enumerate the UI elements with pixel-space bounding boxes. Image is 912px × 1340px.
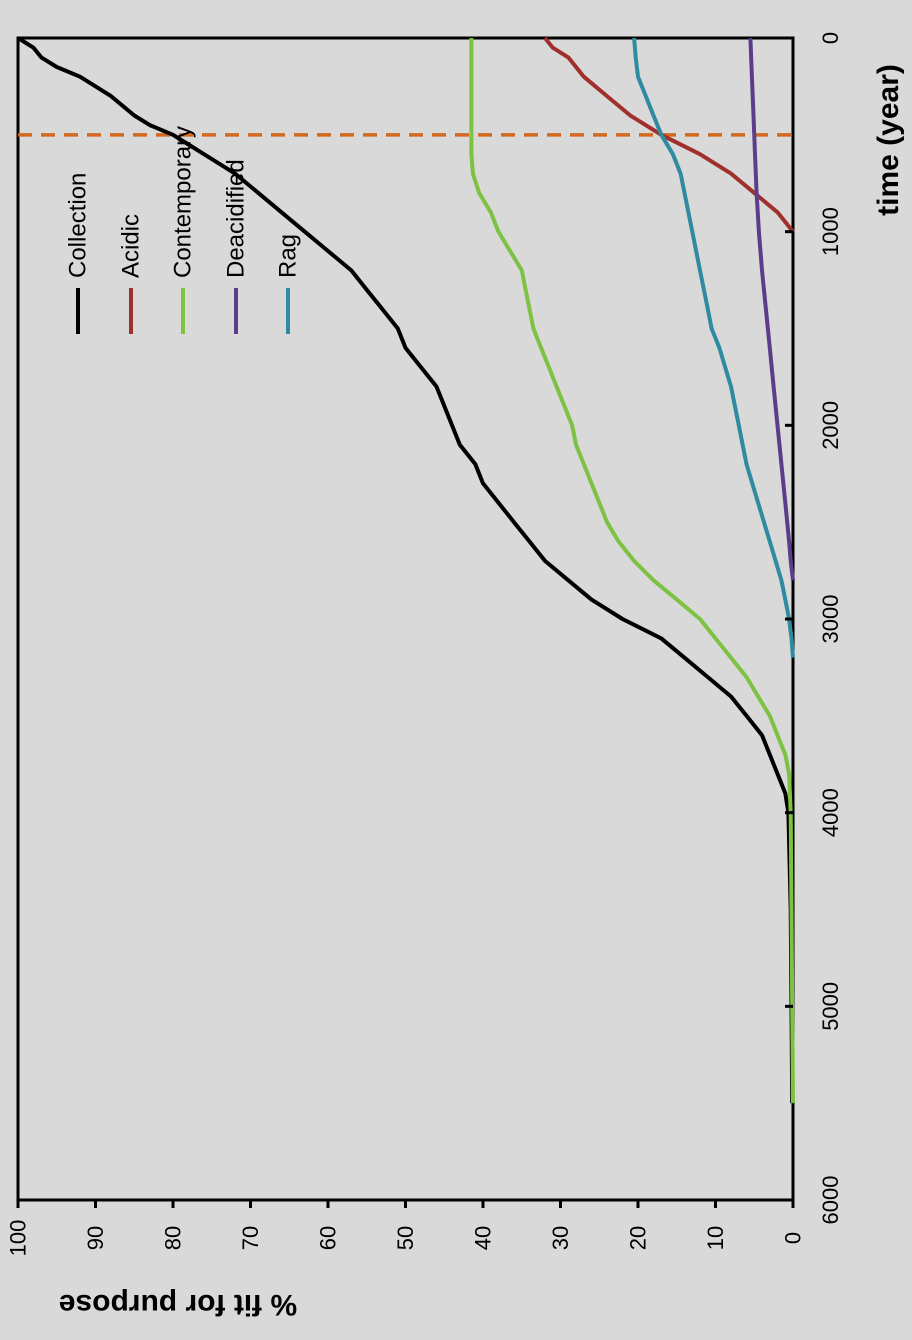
x-tick-label: 0 [818,32,843,44]
legend-label: Collection [65,173,92,278]
y-tick-label: 20 [626,1226,651,1250]
x-tick-label: 1000 [818,207,843,256]
series-layer [16,36,795,1104]
plot-area [16,36,795,1202]
y-tick-label: 40 [471,1226,496,1250]
y-tick-label: 100 [6,1220,31,1257]
y-tick-label: 50 [393,1226,418,1250]
x-tick-label: 2000 [818,401,843,450]
y-tick-label: 90 [83,1226,108,1250]
x-axis-title: time (year) [872,64,905,216]
series-line-deacidified [748,37,795,581]
y-tick-label: 70 [238,1226,263,1250]
series-line-collection [16,36,795,1104]
y-axis-ticks: 0 10 20 30 40 50 60 70 80 90 100 [6,1200,806,1256]
series-line-contemporary [469,38,795,1104]
y-axis-title: % fit for purpose [59,1288,297,1321]
legend: Collection Acidic Contemporary Deacidified R… [65,126,302,334]
x-tick-label: 5000 [818,982,843,1031]
x-tick-label: 6000 [818,1176,843,1225]
series-line-rag [632,37,795,658]
y-tick-label: 30 [548,1226,573,1250]
legend-label: Acidic [118,214,145,278]
x-tick-label: 4000 [818,788,843,837]
legend-label: Deacidified [223,159,250,278]
y-tick-label: 0 [781,1232,806,1244]
y-tick-label: 10 [703,1226,728,1250]
y-tick-label: 80 [161,1226,186,1250]
legend-label: Contemporary [170,126,197,278]
x-axis-ticks: 0 1000 2000 3000 4000 5000 6000 [785,32,843,1225]
series-line-acidic [543,36,795,233]
y-tick-label: 60 [316,1226,341,1250]
x-tick-label: 3000 [818,595,843,644]
legend-label: Rag [275,234,302,278]
